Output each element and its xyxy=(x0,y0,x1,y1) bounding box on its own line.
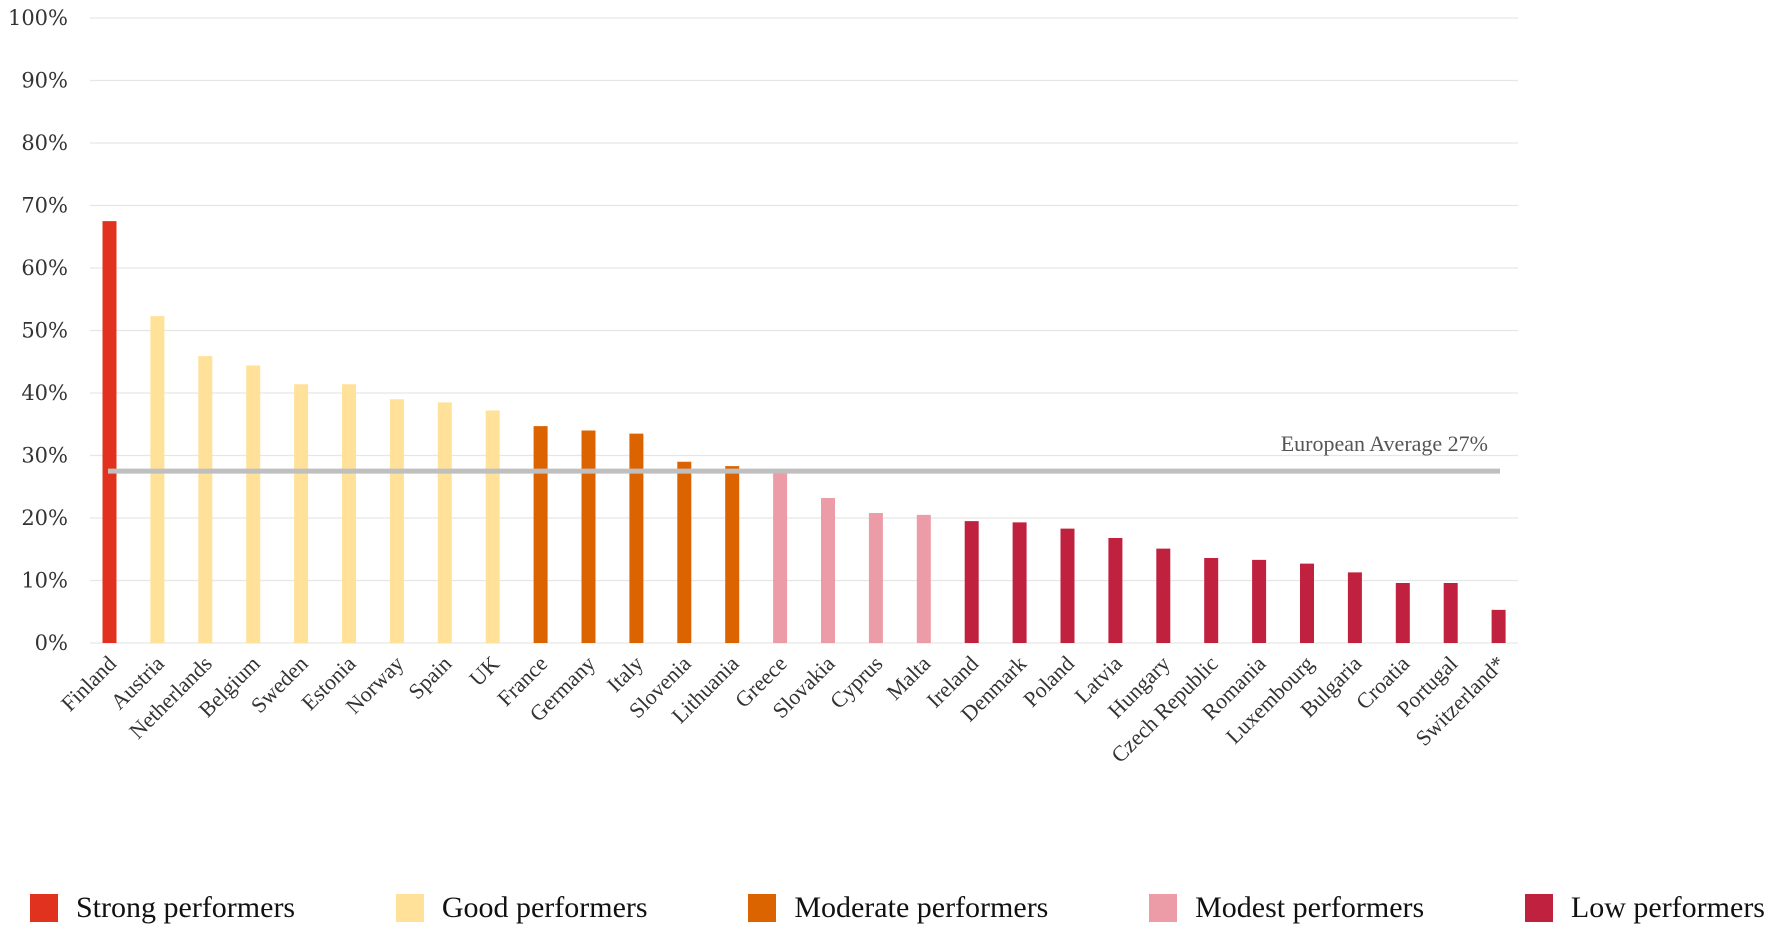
bar-poland xyxy=(1060,528,1075,643)
bar-czech-republic xyxy=(1204,558,1219,643)
x-axis-ticks: FinlandAustriaNetherlandsBelgiumSwedenEs… xyxy=(56,651,1510,768)
bar-sweden xyxy=(294,384,309,643)
bar-luxembourg xyxy=(1300,563,1314,643)
bar-ireland xyxy=(964,521,979,643)
legend-label-low: Low performers xyxy=(1570,891,1765,924)
bar-slovakia xyxy=(821,498,835,643)
legend-swatch-modest xyxy=(1149,894,1178,922)
bar-bulgaria xyxy=(1347,572,1362,643)
legend-item-modest: Modest performers xyxy=(1149,891,1424,925)
x-tick-label: Spain xyxy=(403,651,456,704)
y-tick-label: 50% xyxy=(21,319,68,343)
bar-chart: 0% 10% 20% 30% 40% 50% 60% 70% 80% 90% 100% Europe… xyxy=(8,6,1518,768)
bar-romania xyxy=(1252,559,1267,643)
bar-italy xyxy=(629,433,644,643)
bar-estonia xyxy=(342,384,356,643)
bar-cyprus xyxy=(868,513,883,643)
bar-belgium xyxy=(246,365,261,643)
bar-malta xyxy=(916,514,931,643)
bar-uk xyxy=(485,410,500,643)
x-tick-label: Cyprus xyxy=(825,651,888,714)
y-tick-label: 30% xyxy=(21,444,68,468)
bar-switzerland xyxy=(1491,609,1506,643)
y-tick-label: 80% xyxy=(21,131,68,155)
legend-item-moderate: Moderate performers xyxy=(748,891,1048,925)
y-tick-label: 90% xyxy=(21,69,68,93)
legend-swatch-moderate xyxy=(748,894,777,922)
bar-netherlands xyxy=(198,356,213,643)
bar-latvia xyxy=(1108,538,1123,643)
legend-swatch-strong xyxy=(30,894,58,922)
bar-germany xyxy=(581,430,596,643)
y-tick-label: 0% xyxy=(35,631,68,655)
bar-greece xyxy=(773,471,788,643)
y-tick-label: 20% xyxy=(21,506,68,530)
legend-label-good: Good performers xyxy=(441,891,648,924)
x-tick-label: Poland xyxy=(1018,651,1079,712)
legend-swatch-good xyxy=(395,894,424,922)
legend-label-modest: Modest performers xyxy=(1195,891,1425,924)
y-tick-label: 10% xyxy=(21,569,68,593)
y-tick-label: 100% xyxy=(8,6,68,30)
x-tick-label: UK xyxy=(464,651,504,691)
legend-swatch-low xyxy=(1524,894,1553,922)
bar-denmark xyxy=(1012,522,1027,643)
legend-label-strong: Strong performers xyxy=(76,891,296,924)
bar-slovenia xyxy=(677,461,692,643)
bar-croatia xyxy=(1395,583,1410,643)
bar-france xyxy=(533,426,548,643)
legend-label-moderate: Moderate performers xyxy=(794,891,1049,924)
legend: Strong performers Good performers Modera… xyxy=(30,890,1765,926)
bar-lithuania xyxy=(725,466,740,643)
y-tick-label: 70% xyxy=(21,194,68,218)
bar-spain xyxy=(437,402,452,643)
y-axis-ticks: 0% 10% 20% 30% 40% 50% 60% 70% 80% 90% 100% xyxy=(8,6,68,655)
legend-item-strong: Strong performers xyxy=(30,891,295,925)
bar-portugal xyxy=(1443,583,1458,643)
bar-finland xyxy=(102,221,117,643)
european-average-label: European Average 27% xyxy=(1281,431,1488,456)
bar-hungary xyxy=(1156,548,1171,643)
legend-item-good: Good performers xyxy=(395,891,648,925)
bar-norway xyxy=(389,399,404,643)
y-tick-label: 40% xyxy=(21,381,68,405)
x-tick-label: Finland xyxy=(56,651,121,716)
bar-austria xyxy=(150,316,165,643)
gridlines xyxy=(90,17,1518,644)
average-line-group: European Average 27% xyxy=(108,431,1500,474)
bars xyxy=(102,221,1506,643)
legend-item-low: Low performers xyxy=(1524,891,1765,925)
y-tick-label: 60% xyxy=(21,256,68,280)
